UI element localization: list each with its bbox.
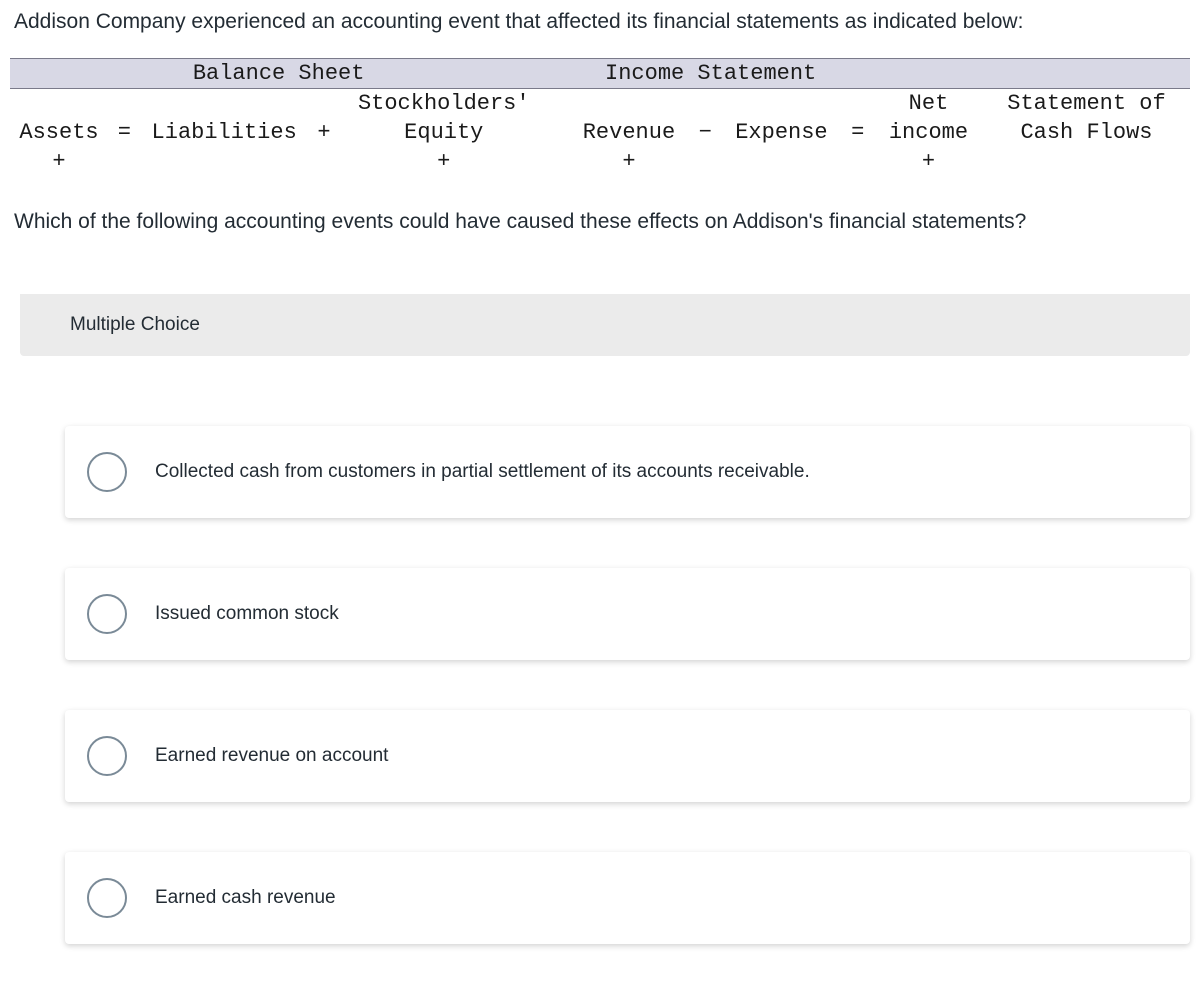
col-eq2: = <box>841 118 874 147</box>
radio-icon[interactable] <box>87 878 127 918</box>
effect-cashflows <box>983 147 1190 176</box>
col-netincome-line2: income <box>874 118 983 147</box>
option-2[interactable]: Issued common stock <box>65 568 1190 660</box>
spacer-header <box>874 59 983 89</box>
effect-netincome: + <box>874 147 983 176</box>
effect-liabilities <box>141 147 308 176</box>
multiple-choice-header: Multiple Choice <box>20 294 1190 356</box>
option-1[interactable]: Collected cash from customers in partial… <box>65 426 1190 518</box>
question-text: Which of the following accounting events… <box>14 210 1186 234</box>
col-netincome-line1: Net <box>874 89 983 119</box>
radio-icon[interactable] <box>87 594 127 634</box>
col-plus1: + <box>308 118 341 147</box>
spacer-header-2 <box>983 59 1190 89</box>
col-equity-line1: Stockholders' <box>340 89 547 119</box>
intro-text: Addison Company experienced an accountin… <box>14 10 1190 34</box>
col-revenue: Revenue <box>569 118 689 147</box>
effect-assets: + <box>10 147 108 176</box>
effect-expense <box>722 147 842 176</box>
col-cashflows-line1: Statement of <box>983 89 1190 119</box>
option-1-label: Collected cash from customers in partial… <box>155 461 810 483</box>
col-assets: Assets <box>10 118 108 147</box>
option-4-label: Earned cash revenue <box>155 887 336 909</box>
options-container: Collected cash from customers in partial… <box>65 426 1190 944</box>
col-minus: − <box>689 118 722 147</box>
option-2-label: Issued common stock <box>155 603 339 625</box>
option-3-label: Earned revenue on account <box>155 745 388 767</box>
col-cashflows-line2: Cash Flows <box>983 118 1190 147</box>
radio-icon[interactable] <box>87 736 127 776</box>
balance-sheet-header: Balance Sheet <box>10 59 547 89</box>
effect-equity: + <box>340 147 547 176</box>
effect-revenue: + <box>569 147 689 176</box>
income-statement-header: Income Statement <box>547 59 874 89</box>
col-eq1: = <box>108 118 141 147</box>
radio-icon[interactable] <box>87 452 127 492</box>
col-equity-line2: Equity <box>340 118 547 147</box>
option-4[interactable]: Earned cash revenue <box>65 852 1190 944</box>
financial-statements-table: Balance Sheet Income Statement Stockhold… <box>10 58 1190 180</box>
col-liabilities: Liabilities <box>141 118 308 147</box>
option-3[interactable]: Earned revenue on account <box>65 710 1190 802</box>
col-expense: Expense <box>722 118 842 147</box>
